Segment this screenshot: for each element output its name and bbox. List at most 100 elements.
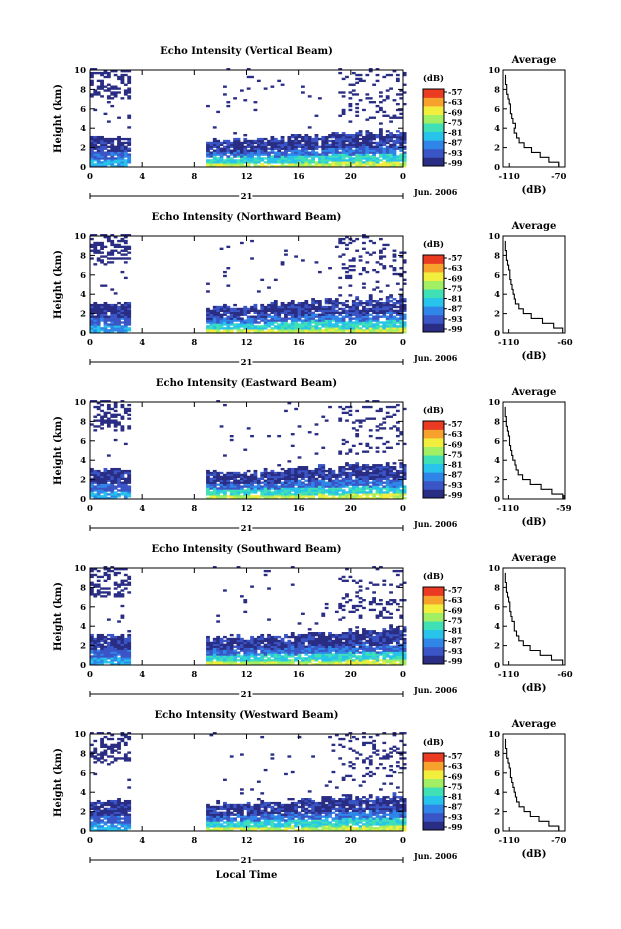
date-day: 21 xyxy=(241,192,253,202)
profile-y-tick-label: 10 xyxy=(488,232,500,242)
y-tick-label: 8 xyxy=(80,251,86,261)
x-tick-label: 4 xyxy=(139,836,145,846)
heatmap-cells xyxy=(90,68,407,168)
profile-x-label: (dB) xyxy=(522,517,547,528)
x-axis-label: Local Time xyxy=(216,870,278,881)
profile-y-tick-label: 8 xyxy=(494,417,500,427)
colorbar-swatch xyxy=(423,455,444,465)
colorbar-tick-label: -99 xyxy=(448,656,463,666)
profile-y-tick-label: 2 xyxy=(494,144,500,154)
profile-y-tick-label: 2 xyxy=(494,310,500,320)
colorbar-tick-label: -87 xyxy=(448,138,462,148)
colorbar-tick-label: -99 xyxy=(448,822,463,832)
colorbar-tick-label: -63 xyxy=(448,97,463,107)
colorbar-swatch xyxy=(423,795,444,805)
y-tick-label: 6 xyxy=(80,603,86,613)
colorbar-label: (dB) xyxy=(423,73,444,84)
colorbar-tick-label: -69 xyxy=(448,771,463,781)
profile-y-tick-label: 0 xyxy=(494,661,500,671)
profile-y-tick-label: 4 xyxy=(494,124,500,134)
colorbar-swatch xyxy=(423,421,444,430)
y-axis-label: Height (km) xyxy=(53,84,64,153)
colorbar-swatch xyxy=(423,148,444,158)
x-tick-label: 0 xyxy=(400,338,406,348)
date-month: Jun. 2006 xyxy=(413,519,458,529)
panel-title: Echo Intensity (Southward Beam) xyxy=(152,544,342,555)
profile-y-tick-label: 8 xyxy=(494,85,500,95)
colorbar-tick-label: -81 xyxy=(448,460,462,470)
panel-3: Echo Intensity (Southward Beam) 0 2 4 6 8 10 0 4… xyxy=(53,544,573,702)
x-tick-label: 12 xyxy=(241,504,253,514)
colorbar-swatch xyxy=(423,446,444,456)
x-tick-label: 8 xyxy=(191,504,197,514)
profile-x-label: (dB) xyxy=(522,351,547,362)
colorbar-tick-label: -75 xyxy=(448,781,462,791)
x-tick-label: 0 xyxy=(400,172,406,182)
x-tick-label: 0 xyxy=(87,504,93,514)
colorbar-tick-label: -63 xyxy=(448,429,463,439)
colorbar-tick-label: -57 xyxy=(448,585,462,595)
profile-x-label: (dB) xyxy=(522,683,547,694)
y-tick-label: 6 xyxy=(80,769,86,779)
colorbar-tick-label: -63 xyxy=(448,595,463,605)
date-day: 21 xyxy=(241,358,253,368)
colorbar-frame xyxy=(422,752,445,831)
y-axis-label: Height (km) xyxy=(53,748,64,817)
colorbar-label: (dB) xyxy=(423,239,444,250)
colorbar-tick-label: -75 xyxy=(448,449,462,459)
date-day: 21 xyxy=(241,856,253,866)
colorbar-swatch xyxy=(423,280,444,290)
colorbar-tick-label: -69 xyxy=(448,605,463,615)
colorbar-swatch xyxy=(423,621,444,631)
heatmap-cells xyxy=(90,234,407,334)
y-tick-label: 0 xyxy=(80,329,86,339)
x-tick-label: 0 xyxy=(400,504,406,514)
profile-y-tick-label: 0 xyxy=(494,827,500,837)
profile-line xyxy=(504,738,560,831)
colorbar-tick-label: -81 xyxy=(448,626,462,636)
y-tick-label: 0 xyxy=(80,163,86,173)
colorbar-swatch xyxy=(423,587,444,596)
x-tick-label: 12 xyxy=(241,172,253,182)
profile-x-tick-label: -110 xyxy=(498,338,519,348)
profile-y-tick-label: 0 xyxy=(494,329,500,339)
x-tick-label: 12 xyxy=(241,670,253,680)
x-tick-label: 4 xyxy=(139,670,145,680)
colorbar-swatch xyxy=(423,480,444,490)
y-axis-label: Height (km) xyxy=(53,250,64,319)
colorbar-label: (dB) xyxy=(423,737,444,748)
profile-title: Average xyxy=(511,719,557,730)
colorbar-tick-label: -75 xyxy=(448,615,462,625)
colorbar-tick-label: -81 xyxy=(448,792,462,802)
colorbar-tick-label: -99 xyxy=(448,490,463,500)
y-tick-label: 0 xyxy=(80,827,86,837)
profile-x-tick-label: -110 xyxy=(498,670,519,680)
profile-x-tick-label: -59 xyxy=(556,504,571,514)
profile-y-tick-label: 0 xyxy=(494,163,500,173)
date-day: 21 xyxy=(241,524,253,534)
colorbar-swatch xyxy=(423,812,444,822)
y-tick-label: 4 xyxy=(80,788,86,798)
colorbar-swatch xyxy=(423,157,444,167)
colorbar-tick-label: -87 xyxy=(448,470,462,480)
y-tick-label: 8 xyxy=(80,583,86,593)
profile-y-tick-label: 4 xyxy=(494,788,500,798)
date-month: Jun. 2006 xyxy=(413,685,458,695)
panel-title: Echo Intensity (Westward Beam) xyxy=(155,710,339,721)
colorbar-swatch xyxy=(423,272,444,281)
colorbar-tick-label: -81 xyxy=(448,128,462,138)
colorbar-tick-label: -57 xyxy=(448,419,462,429)
x-tick-label: 20 xyxy=(345,338,357,348)
colorbar-swatch xyxy=(423,629,444,639)
x-tick-label: 16 xyxy=(293,172,305,182)
x-tick-label: 8 xyxy=(191,338,197,348)
colorbar-tick-label: -63 xyxy=(448,761,463,771)
profile-y-tick-label: 6 xyxy=(494,105,500,115)
x-tick-label: 4 xyxy=(139,504,145,514)
profile-frame xyxy=(502,567,566,666)
x-tick-label: 16 xyxy=(293,670,305,680)
colorbar-swatch xyxy=(423,289,444,299)
heatmap-cells xyxy=(90,732,407,832)
x-tick-label: 20 xyxy=(345,836,357,846)
colorbar-swatch xyxy=(423,131,444,141)
